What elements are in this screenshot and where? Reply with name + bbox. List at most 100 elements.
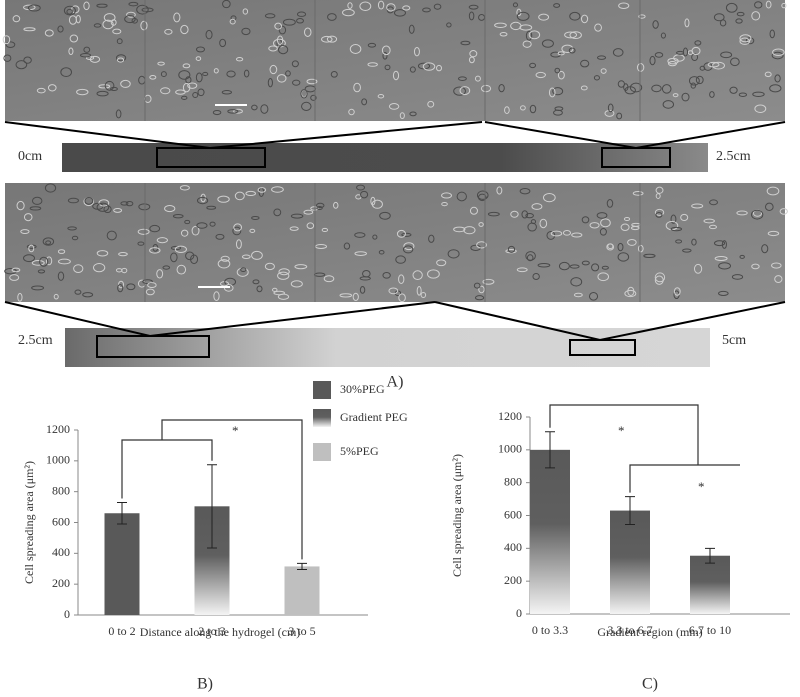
cell bbox=[377, 94, 385, 99]
cell bbox=[530, 219, 537, 225]
cell bbox=[348, 108, 355, 116]
cell bbox=[9, 274, 20, 281]
cell bbox=[115, 109, 122, 119]
cell bbox=[569, 11, 581, 21]
cell bbox=[382, 51, 388, 60]
cell bbox=[718, 290, 729, 297]
cell bbox=[115, 54, 127, 62]
cell bbox=[604, 109, 615, 117]
cell bbox=[96, 90, 109, 97]
cell bbox=[386, 3, 396, 12]
cell bbox=[2, 35, 11, 45]
cell bbox=[149, 74, 157, 80]
cell bbox=[630, 226, 640, 231]
significance-bracket bbox=[549, 404, 699, 465]
cell bbox=[550, 230, 563, 237]
cell bbox=[44, 183, 57, 193]
cell bbox=[764, 202, 774, 211]
cell bbox=[354, 251, 367, 256]
cell bbox=[367, 42, 377, 48]
cell bbox=[349, 44, 362, 54]
cell bbox=[184, 219, 191, 225]
cell bbox=[736, 11, 745, 17]
cell bbox=[327, 13, 337, 21]
cell bbox=[57, 249, 66, 254]
cell bbox=[510, 210, 519, 218]
cell bbox=[725, 2, 738, 13]
cell bbox=[507, 245, 516, 253]
cell bbox=[294, 264, 308, 270]
cell bbox=[667, 61, 678, 67]
cell bbox=[537, 262, 551, 268]
cell bbox=[774, 74, 781, 83]
bar bbox=[530, 449, 570, 614]
cell bbox=[469, 206, 478, 215]
cell bbox=[93, 23, 102, 28]
cell bbox=[672, 93, 679, 98]
cell bbox=[45, 256, 53, 266]
hydrogel-strip bbox=[65, 328, 710, 367]
cell bbox=[27, 4, 41, 12]
cell bbox=[213, 291, 220, 302]
cell bbox=[89, 55, 101, 63]
cell bbox=[313, 272, 326, 277]
cell bbox=[436, 64, 443, 72]
strip-label: 0cm bbox=[18, 149, 42, 164]
cell bbox=[453, 86, 466, 96]
cell bbox=[278, 268, 290, 276]
cell bbox=[370, 196, 376, 206]
cell bbox=[675, 239, 683, 244]
cell bbox=[367, 62, 378, 67]
cell bbox=[316, 205, 323, 210]
legend-swatch bbox=[313, 381, 331, 399]
cell bbox=[209, 221, 216, 227]
cell bbox=[290, 280, 303, 288]
cell bbox=[251, 215, 260, 220]
cell bbox=[695, 75, 704, 85]
cell bbox=[271, 186, 284, 193]
cell bbox=[487, 211, 500, 217]
cell bbox=[402, 5, 411, 11]
cell bbox=[69, 34, 79, 43]
cell bbox=[233, 223, 243, 232]
cell bbox=[682, 248, 692, 253]
cell bbox=[395, 255, 406, 264]
cell bbox=[617, 252, 630, 262]
x-tick-label: 2 to 3 bbox=[198, 624, 225, 638]
cell bbox=[160, 71, 167, 78]
cell bbox=[71, 235, 79, 241]
y-tick-label: 0 bbox=[516, 606, 522, 620]
cell bbox=[195, 72, 203, 83]
cell bbox=[554, 67, 561, 74]
cell bbox=[156, 269, 164, 279]
cell bbox=[277, 293, 290, 300]
cell bbox=[142, 279, 153, 285]
cell bbox=[623, 83, 629, 92]
cell bbox=[42, 237, 55, 246]
cell bbox=[285, 70, 291, 77]
cell bbox=[79, 53, 92, 58]
cell bbox=[103, 205, 112, 214]
cell bbox=[178, 70, 191, 80]
cell bbox=[703, 218, 715, 224]
cell bbox=[690, 82, 697, 89]
cell bbox=[693, 263, 703, 274]
bar bbox=[104, 513, 140, 615]
cell bbox=[31, 260, 45, 266]
cell bbox=[57, 271, 65, 281]
cell bbox=[538, 13, 550, 21]
cell bbox=[326, 35, 338, 43]
x-axis-label: Gradient region (mm) bbox=[597, 625, 702, 639]
cell bbox=[3, 54, 12, 62]
cell bbox=[39, 256, 49, 267]
cell bbox=[83, 46, 91, 53]
cell bbox=[652, 20, 659, 29]
cell bbox=[504, 106, 510, 115]
cell bbox=[333, 201, 339, 209]
cell bbox=[781, 2, 787, 9]
cell bbox=[596, 212, 608, 219]
cell bbox=[66, 8, 73, 15]
cell bbox=[494, 22, 507, 28]
cell bbox=[766, 186, 780, 196]
cell bbox=[655, 212, 663, 218]
